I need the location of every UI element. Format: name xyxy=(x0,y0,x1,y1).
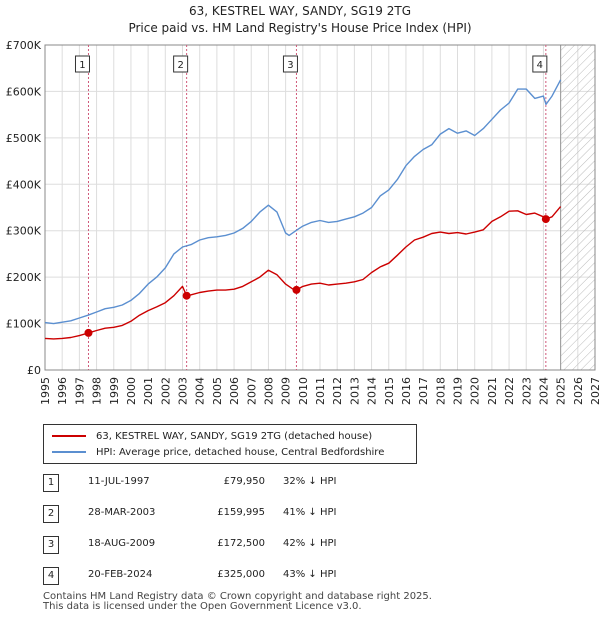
x-tick-label: 2021 xyxy=(486,377,499,405)
sale-marker-badge xyxy=(173,55,189,73)
x-tick-label: 2001 xyxy=(142,377,155,405)
legend-item-hpi: HPI: Average price, detached house, Cent… xyxy=(52,445,384,459)
legend-item-property: 63, KESTREL WAY, SANDY, SG19 2TG (detach… xyxy=(52,429,372,443)
sale-price: £79,950 xyxy=(223,476,265,487)
x-tick-label: 2017 xyxy=(417,377,430,405)
legend-swatch-hpi xyxy=(52,451,86,453)
sale-price: £172,500 xyxy=(217,538,265,549)
y-tick-label: £500K xyxy=(6,132,42,145)
x-tick-label: 2022 xyxy=(503,377,516,405)
x-tick-label: 2024 xyxy=(537,377,550,405)
x-tick-label: 2011 xyxy=(314,377,327,405)
plot-frame xyxy=(44,44,596,371)
footer-licence: This data is licensed under the Open Gov… xyxy=(43,601,362,612)
sale-marker-badge xyxy=(532,55,548,73)
sale-row: 2 28-MAR-2003 £159,995 41% ↓ HPI xyxy=(43,505,443,523)
x-tick-label: 2027 xyxy=(589,377,600,405)
sale-marker-label: 4 xyxy=(537,60,543,71)
x-tick-label: 2007 xyxy=(245,377,258,405)
sale-hpi-delta: 41% ↓ HPI xyxy=(283,507,337,518)
sale-date: 11-JUL-1997 xyxy=(88,476,150,487)
sale-point xyxy=(84,328,93,337)
sale-price: £159,995 xyxy=(217,507,265,518)
sale-point xyxy=(541,215,550,224)
x-tick-label: 2009 xyxy=(280,377,293,405)
legend-label-property: 63, KESTREL WAY, SANDY, SG19 2TG (detach… xyxy=(96,430,373,442)
sale-point xyxy=(182,291,191,300)
x-tick-label: 2016 xyxy=(400,377,413,405)
sale-marker-label: 1 xyxy=(79,60,85,71)
sale-date: 28-MAR-2003 xyxy=(88,507,156,518)
sale-date: 20-FEB-2024 xyxy=(88,569,153,580)
x-tick-label: 2004 xyxy=(194,377,207,405)
x-tick-label: 2014 xyxy=(366,377,379,405)
footer-attribution: Contains HM Land Registry data © Crown c… xyxy=(43,592,432,612)
x-tick-label: 2006 xyxy=(228,377,241,405)
x-tick-label: 2025 xyxy=(555,377,568,405)
chart-title-address: 63, KESTREL WAY, SANDY, SG19 2TG xyxy=(189,4,411,18)
x-tick-label: 2008 xyxy=(262,377,275,405)
x-tick-label: 2026 xyxy=(572,377,585,405)
x-tick-label: 2003 xyxy=(177,377,190,405)
sale-date: 18-AUG-2009 xyxy=(88,538,156,549)
sale-row: 4 20-FEB-2024 £325,000 43% ↓ HPI xyxy=(43,567,443,585)
x-tick-label: 2005 xyxy=(211,377,224,405)
x-tick-label: 1999 xyxy=(108,377,121,405)
x-tick-label: 2019 xyxy=(452,377,465,405)
forecast-region xyxy=(560,45,595,370)
x-tick-label: 2018 xyxy=(434,377,447,405)
sale-marker-label: 2 xyxy=(177,60,183,71)
legend-label-hpi: HPI: Average price, detached house, Cent… xyxy=(96,446,385,458)
sale-number-badge: 2 xyxy=(43,505,59,523)
x-tick-label: 2012 xyxy=(331,377,344,405)
y-tick-label: £300K xyxy=(6,225,42,238)
x-tick-label: 2015 xyxy=(383,377,396,405)
sale-point xyxy=(292,285,301,294)
price-chart: £0 £100K £200K £300K £400K £500K £600K £700K 199… xyxy=(6,39,600,405)
y-tick-label: £700K xyxy=(6,39,42,52)
sale-number-badge: 3 xyxy=(43,536,59,554)
x-tick-label: 2023 xyxy=(520,377,533,405)
x-tick-label: 2000 xyxy=(125,377,138,405)
sale-row: 1 11-JUL-1997 £79,950 32% ↓ HPI xyxy=(43,474,443,492)
sale-hpi-delta: 43% ↓ HPI xyxy=(283,569,337,580)
y-tick-label: £200K xyxy=(6,271,42,284)
x-tick-label: 1996 xyxy=(56,377,69,405)
x-tick-label: 2010 xyxy=(297,377,310,405)
sale-row: 3 18-AUG-2009 £172,500 42% ↓ HPI xyxy=(43,536,443,554)
sale-marker-label: 3 xyxy=(287,60,293,71)
sale-price: £325,000 xyxy=(217,569,265,580)
x-tick-label: 2013 xyxy=(348,377,361,405)
y-tick-label: £0 xyxy=(27,364,41,377)
sale-marker-badge xyxy=(74,55,90,73)
x-tick-label: 1995 xyxy=(39,377,52,405)
y-tick-label: £400K xyxy=(6,178,42,191)
sale-hpi-delta: 42% ↓ HPI xyxy=(283,538,337,549)
sale-marker-badge xyxy=(282,55,298,73)
sale-number-badge: 4 xyxy=(43,567,59,585)
y-tick-label: £100K xyxy=(6,318,42,331)
sale-hpi-delta: 32% ↓ HPI xyxy=(283,476,337,487)
sale-number-badge: 1 xyxy=(43,474,59,492)
footer-copyright: Contains HM Land Registry data © Crown c… xyxy=(43,591,432,602)
hpi-series-line xyxy=(44,79,562,325)
legend-swatch-property xyxy=(52,435,86,437)
chart-title-subtitle: Price paid vs. HM Land Registry's House … xyxy=(128,21,472,35)
y-tick-label: £600K xyxy=(6,85,42,98)
x-tick-label: 1998 xyxy=(91,377,104,405)
chart-legend: 63, KESTREL WAY, SANDY, SG19 2TG (detach… xyxy=(43,424,417,464)
x-tick-label: 2002 xyxy=(159,377,172,405)
x-tick-label: 1997 xyxy=(73,377,86,405)
x-tick-label: 2020 xyxy=(469,377,482,405)
